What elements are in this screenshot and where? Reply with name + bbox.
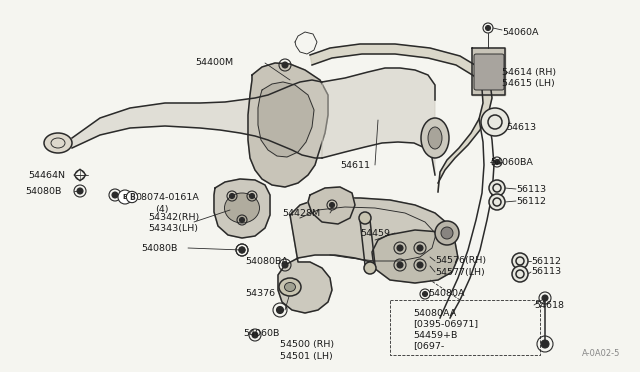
Circle shape xyxy=(359,212,371,224)
Circle shape xyxy=(276,307,284,314)
Polygon shape xyxy=(248,63,328,187)
Circle shape xyxy=(397,262,403,268)
Circle shape xyxy=(489,194,505,210)
Circle shape xyxy=(542,295,548,301)
Text: 54080BA: 54080BA xyxy=(245,257,288,266)
Polygon shape xyxy=(472,48,505,95)
Text: 54615 (LH): 54615 (LH) xyxy=(502,78,555,87)
Circle shape xyxy=(422,292,428,296)
Text: B: B xyxy=(122,194,127,200)
Text: 56112: 56112 xyxy=(516,196,546,205)
Circle shape xyxy=(330,202,335,208)
Text: 54376: 54376 xyxy=(245,289,275,298)
Polygon shape xyxy=(214,179,270,238)
Polygon shape xyxy=(278,198,452,313)
Circle shape xyxy=(417,245,423,251)
Polygon shape xyxy=(322,68,435,175)
Polygon shape xyxy=(308,187,355,224)
Text: 54428M: 54428M xyxy=(282,208,320,218)
Text: 54500 (RH): 54500 (RH) xyxy=(280,340,334,350)
Ellipse shape xyxy=(428,127,442,149)
Circle shape xyxy=(512,266,528,282)
Text: 54459+B: 54459+B xyxy=(413,330,458,340)
Polygon shape xyxy=(308,187,355,224)
Text: 54576(RH): 54576(RH) xyxy=(435,257,486,266)
Ellipse shape xyxy=(225,193,259,223)
Text: 54613: 54613 xyxy=(506,122,536,131)
Text: 54080A: 54080A xyxy=(428,289,465,298)
Circle shape xyxy=(435,221,459,245)
Text: 08074-0161A: 08074-0161A xyxy=(135,192,199,202)
Text: B: B xyxy=(129,192,135,202)
Circle shape xyxy=(239,247,245,253)
Polygon shape xyxy=(258,82,314,157)
Circle shape xyxy=(282,262,288,268)
Circle shape xyxy=(239,218,244,222)
Circle shape xyxy=(230,193,234,199)
Text: (4): (4) xyxy=(155,205,168,214)
Text: 54400M: 54400M xyxy=(195,58,233,67)
Text: 54459: 54459 xyxy=(360,228,390,237)
Polygon shape xyxy=(258,82,314,157)
Ellipse shape xyxy=(421,118,449,158)
Text: 54342(RH): 54342(RH) xyxy=(148,212,199,221)
Polygon shape xyxy=(214,179,270,238)
Circle shape xyxy=(239,247,245,253)
Polygon shape xyxy=(72,80,322,158)
Text: [0395-06971]: [0395-06971] xyxy=(413,320,478,328)
Ellipse shape xyxy=(44,133,72,153)
Circle shape xyxy=(541,340,549,348)
Circle shape xyxy=(118,190,132,204)
Text: [0697-: [0697- xyxy=(413,341,444,350)
Polygon shape xyxy=(472,48,505,95)
Circle shape xyxy=(489,180,505,196)
Circle shape xyxy=(112,192,118,198)
Text: 54577(LH): 54577(LH) xyxy=(435,267,484,276)
Circle shape xyxy=(397,245,403,251)
Polygon shape xyxy=(372,230,458,283)
Text: 54611: 54611 xyxy=(340,160,370,170)
Text: 54060B: 54060B xyxy=(243,330,280,339)
Circle shape xyxy=(417,262,423,268)
Ellipse shape xyxy=(279,278,301,296)
Circle shape xyxy=(495,160,499,164)
Text: 54080B: 54080B xyxy=(25,186,61,196)
Text: 54080B: 54080B xyxy=(141,244,177,253)
Text: 54080AA: 54080AA xyxy=(413,308,456,317)
Circle shape xyxy=(77,188,83,194)
Text: 54464N: 54464N xyxy=(28,170,65,180)
Text: 54501 (LH): 54501 (LH) xyxy=(280,352,333,360)
Text: 54618: 54618 xyxy=(534,301,564,310)
Circle shape xyxy=(282,62,288,68)
Text: 54614 (RH): 54614 (RH) xyxy=(502,67,556,77)
Circle shape xyxy=(250,193,255,199)
Polygon shape xyxy=(248,63,328,187)
Circle shape xyxy=(252,332,258,338)
Text: 56113: 56113 xyxy=(516,185,546,193)
Circle shape xyxy=(486,26,490,31)
Polygon shape xyxy=(310,44,492,192)
Circle shape xyxy=(512,253,528,269)
Polygon shape xyxy=(278,198,452,313)
Text: 54060A: 54060A xyxy=(502,28,538,36)
Text: 56112: 56112 xyxy=(531,257,561,266)
Circle shape xyxy=(364,262,376,274)
Circle shape xyxy=(441,227,453,239)
FancyBboxPatch shape xyxy=(474,54,504,90)
Text: 54343(LH): 54343(LH) xyxy=(148,224,198,232)
Ellipse shape xyxy=(285,282,296,292)
Text: 54060BA: 54060BA xyxy=(490,157,533,167)
Polygon shape xyxy=(372,230,458,283)
Text: A-0A02-5: A-0A02-5 xyxy=(582,349,620,358)
Text: 56113: 56113 xyxy=(531,267,561,276)
Circle shape xyxy=(481,108,509,136)
